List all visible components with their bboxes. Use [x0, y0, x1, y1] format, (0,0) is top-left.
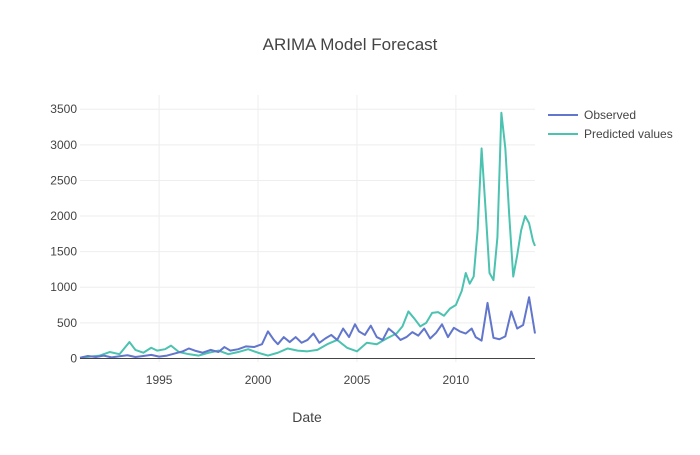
series-line-predicted-values[interactable]: [79, 111, 536, 360]
y-tick-label-2000: 2000: [50, 209, 77, 223]
legend-label-observed: Observed: [584, 108, 636, 122]
grid-layer: [80, 95, 535, 362]
y-tick-label-2500: 2500: [50, 173, 77, 187]
x-tick-label-2000: 2000: [245, 373, 272, 387]
legend-label-predicted-values: Predicted values: [584, 127, 673, 141]
y-tick-label-3000: 3000: [50, 138, 77, 152]
series-line-observed[interactable]: [79, 296, 536, 359]
y-tick-label-500: 500: [57, 316, 77, 330]
legend-item-predicted-values[interactable]: Predicted values: [548, 127, 673, 141]
chart-title: ARIMA Model Forecast: [263, 35, 438, 54]
axis-layer: 0 500 1000 1500 2000 2500 3000 3500 1995 2000 2005…: [50, 102, 535, 387]
x-tick-label-2005: 2005: [344, 373, 371, 387]
x-axis-title: Date: [292, 409, 322, 425]
x-tick-label-2010: 2010: [443, 373, 470, 387]
legend[interactable]: Observed Predicted values: [548, 108, 673, 141]
legend-item-observed[interactable]: Observed: [548, 108, 636, 122]
x-tick-label-1995: 1995: [146, 373, 173, 387]
series-layer: [79, 111, 536, 360]
y-tick-label-1000: 1000: [50, 280, 77, 294]
y-tick-label-1500: 1500: [50, 245, 77, 259]
y-tick-label-0: 0: [70, 351, 77, 365]
y-tick-label-3500: 3500: [50, 102, 77, 116]
